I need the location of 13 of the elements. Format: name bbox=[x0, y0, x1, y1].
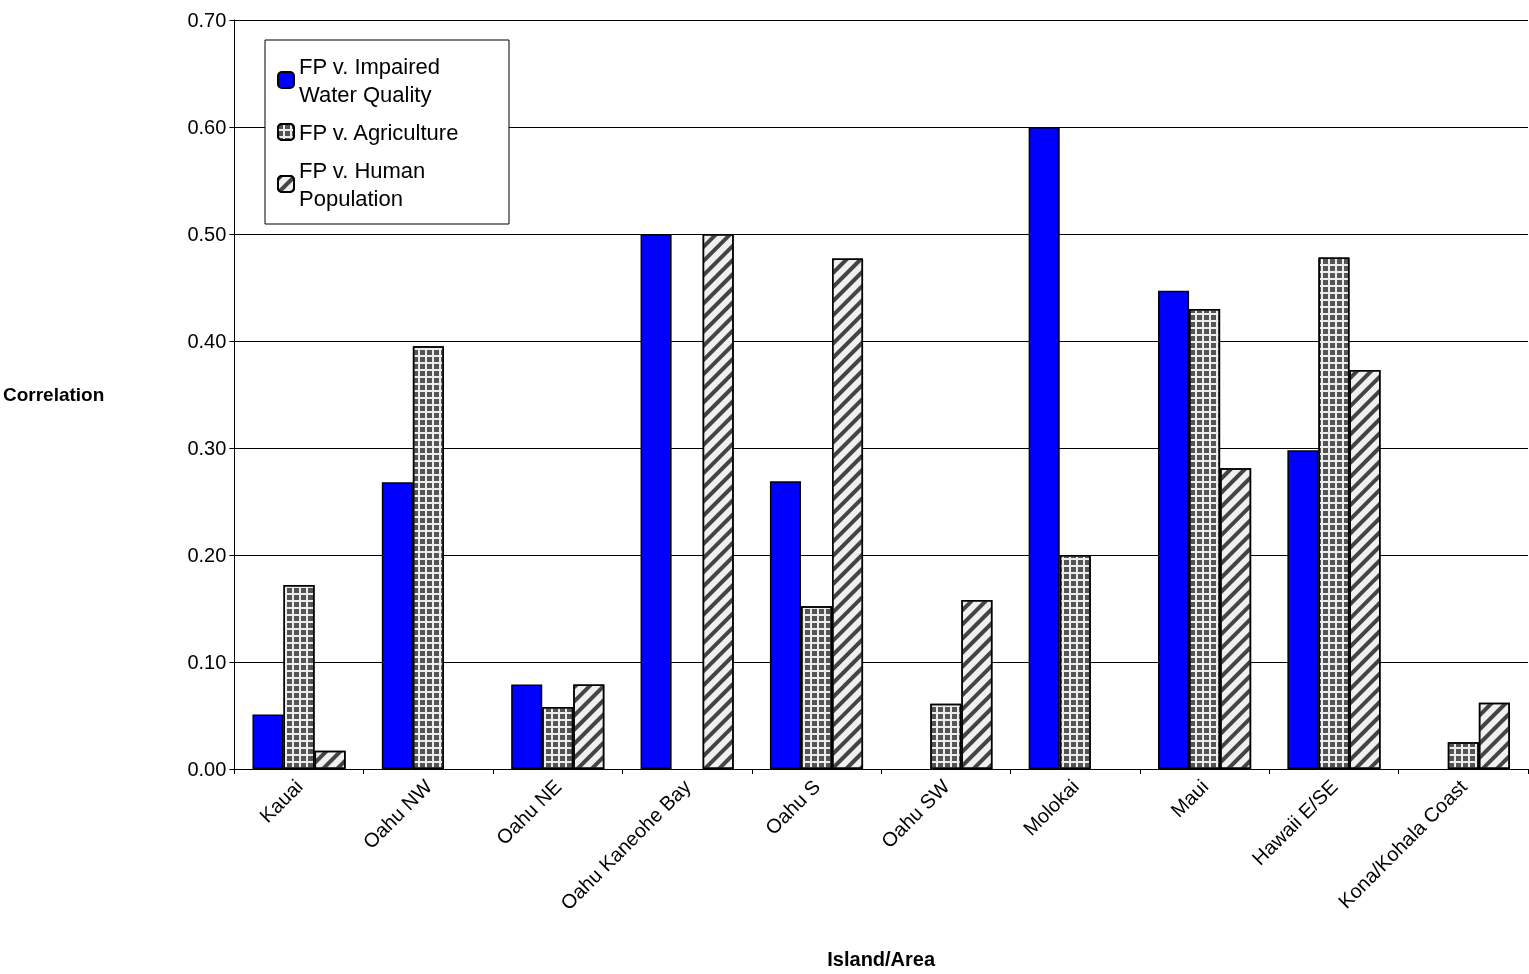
y-tick-label: 0.60 bbox=[187, 116, 227, 138]
y-tick-label: 0.30 bbox=[187, 437, 227, 459]
y-tick-label: 0.40 bbox=[187, 330, 227, 352]
y-tick-label: 0.50 bbox=[187, 223, 227, 245]
legend-label: FP v. Human Population bbox=[299, 157, 432, 211]
legend-label: FP v. Impaired Water Quality bbox=[299, 53, 447, 107]
x-axis-title: Island/Area bbox=[827, 948, 936, 970]
y-tick-label: 0.20 bbox=[187, 544, 227, 566]
y-tick-label: 0.10 bbox=[187, 651, 227, 673]
y-tick-label: 0.00 bbox=[187, 758, 227, 780]
y-tick-label: 0.70 bbox=[187, 9, 227, 31]
y-axis-title: Correlation bbox=[2, 384, 105, 405]
legend-label: FP v. Agriculture bbox=[299, 119, 459, 145]
